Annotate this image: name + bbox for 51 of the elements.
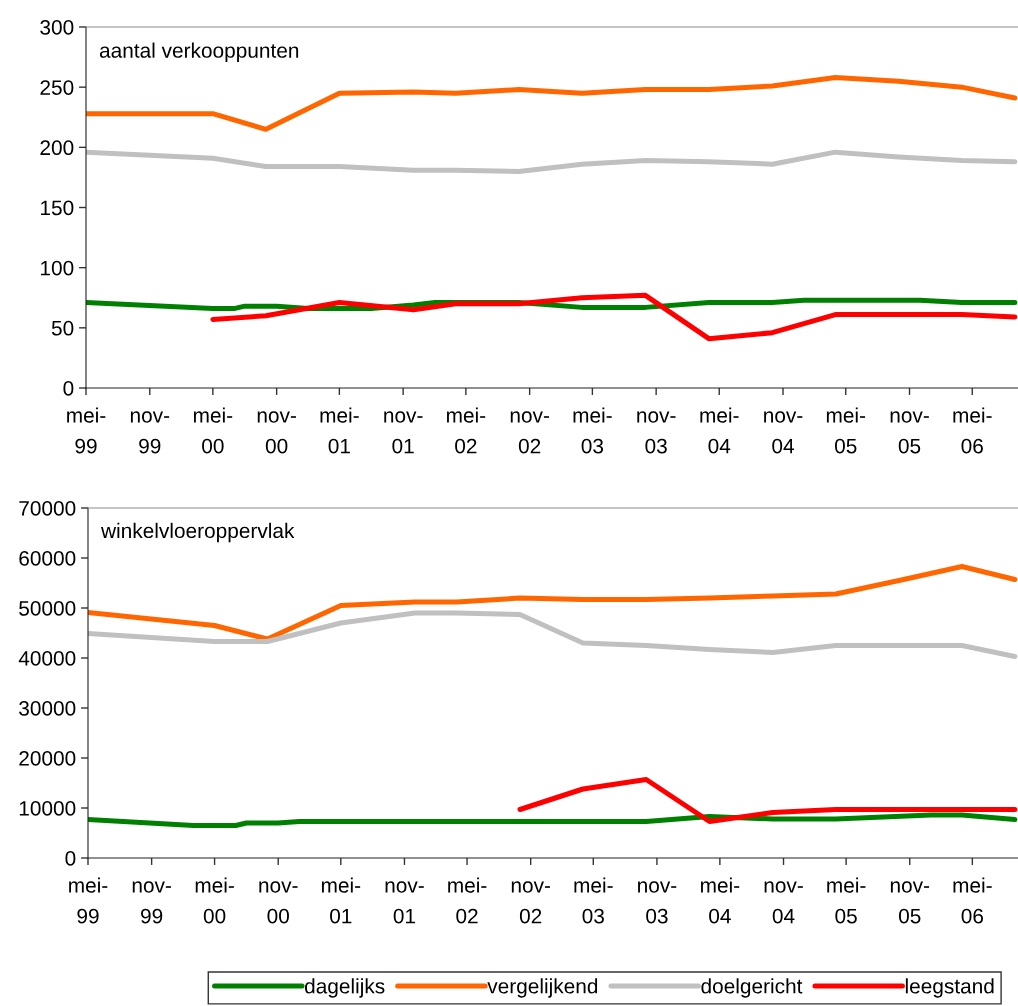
y-tick-label: 0 [63, 381, 74, 396]
x-tick-label: nov- 00 [259, 881, 298, 924]
x-tick-label: mei- 01 [321, 877, 361, 924]
x-tick-label: nov- 02 [511, 881, 551, 924]
legend-label: dagelijks [304, 978, 385, 998]
x-tick-label: mei- 06 [953, 407, 992, 454]
x-tick-label: nov- 99 [130, 411, 170, 454]
text: winkelvloeroppervlak [100, 522, 295, 543]
x-tick-label: mei- 02 [448, 877, 487, 924]
y-tick-label: 250 [40, 80, 74, 95]
y-tick-label: 30000 [19, 701, 76, 716]
x-tick-label: mei- 03 [573, 407, 612, 454]
x-tick-label: mei- 04 [700, 407, 739, 454]
y-tick-label: 10000 [19, 801, 76, 816]
y-tick-label: 20000 [19, 751, 76, 766]
x-tick-label: nov- 99 [132, 881, 171, 924]
legend-label: leegstand [905, 978, 994, 998]
x-tick-label: mei- 02 [447, 407, 486, 454]
x-tick-label: mei- 05 [827, 877, 866, 924]
y-tick-label: 50 [51, 320, 74, 336]
x-tick-label: nov- 05 [890, 881, 930, 924]
x-tick-label: nov- 02 [510, 411, 549, 454]
x-tick-label: nov- 00 [257, 411, 296, 454]
legend-label: vergelijkend [487, 978, 598, 998]
legend-label: doelgericht [701, 978, 803, 998]
x-tick-label: mei- 01 [320, 407, 359, 454]
x-tick-label: nov- 04 [764, 881, 803, 924]
x-tick-label: nov- 01 [385, 881, 424, 924]
x-tick-label: mei- 03 [574, 877, 613, 924]
y-tick-label: 0 [65, 851, 76, 866]
y-tick-label: 60000 [19, 551, 76, 566]
x-tick-label: mei- 05 [826, 407, 866, 454]
x-tick-label: nov- 03 [638, 881, 677, 924]
y-tick-label: 150 [41, 200, 74, 216]
x-tick-label: mei- 06 [953, 877, 992, 924]
x-tick-label: nov- 03 [637, 411, 676, 454]
x-tick-label: mei- 00 [195, 877, 234, 924]
x-tick-label: mei- 04 [701, 877, 740, 924]
text: aantal verkooppunten [99, 42, 299, 62]
y-tick-label: 40000 [18, 651, 76, 666]
x-tick-label: mei- 99 [67, 407, 106, 454]
y-tick-label: 50000 [19, 601, 76, 616]
y-tick-label: 70000 [19, 501, 76, 516]
y-tick-label: 300 [40, 20, 74, 35]
y-tick-label: 200 [40, 140, 74, 156]
y-tick-label: 100 [41, 260, 74, 276]
x-tick-label: mei- 00 [193, 407, 233, 454]
x-tick-label: nov- 05 [890, 411, 929, 454]
x-tick-label: nov- 01 [384, 411, 423, 454]
x-tick-label: mei- 99 [69, 877, 108, 924]
x-tick-label: nov- 04 [764, 411, 803, 454]
